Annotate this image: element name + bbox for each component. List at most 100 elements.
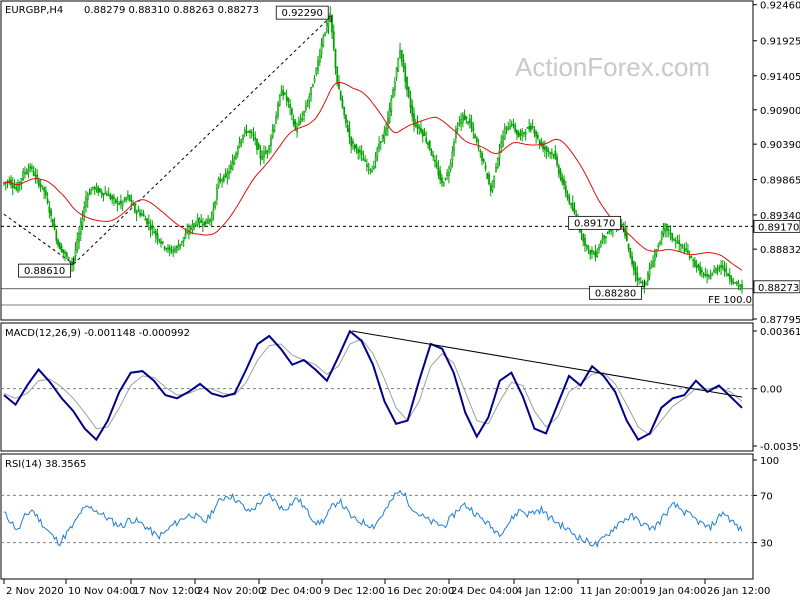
candle-body	[379, 141, 382, 143]
candle-body	[364, 160, 367, 162]
candle	[120, 194, 122, 210]
candle	[411, 99, 414, 122]
candle-body	[299, 119, 302, 122]
candle-body	[238, 141, 241, 148]
candle-body	[493, 175, 496, 182]
candle-body	[451, 151, 454, 161]
candle	[236, 145, 239, 158]
candle	[198, 217, 201, 229]
candle	[556, 153, 558, 168]
candle	[29, 162, 32, 173]
candle-body	[509, 126, 511, 130]
candle-body	[188, 230, 190, 235]
candle	[416, 115, 419, 135]
candle	[467, 121, 469, 126]
candle-body	[32, 171, 35, 176]
candle-body	[41, 185, 44, 188]
candle	[202, 217, 204, 233]
candle	[369, 168, 372, 175]
candle-body	[221, 179, 223, 182]
candle	[346, 119, 349, 133]
candle-body	[43, 187, 45, 192]
candle	[701, 266, 703, 278]
x-axis-label: 17 Nov 12:00	[133, 586, 200, 597]
candle-body	[563, 179, 565, 186]
candle	[418, 124, 421, 135]
candle	[632, 260, 635, 276]
candle-body	[289, 103, 291, 108]
candle-body	[179, 243, 182, 247]
candle-body	[435, 162, 438, 168]
candle	[557, 163, 560, 178]
candle	[109, 192, 112, 201]
candle-body	[460, 118, 462, 124]
candle-body	[540, 142, 543, 146]
candle	[350, 136, 353, 154]
candle	[6, 179, 9, 189]
candle	[81, 210, 84, 230]
candle-body	[571, 202, 574, 211]
candle-body	[503, 128, 506, 140]
candle-body	[257, 143, 260, 150]
candle	[362, 150, 365, 161]
candle	[313, 74, 316, 84]
candle-body	[146, 218, 148, 225]
candle-body	[400, 49, 403, 62]
candle	[357, 147, 360, 160]
candle-body	[107, 194, 110, 197]
candle	[695, 259, 698, 273]
candle	[102, 192, 105, 202]
candle-body	[550, 152, 553, 154]
candle-body	[277, 103, 279, 117]
candle-body	[453, 141, 455, 151]
candle-body	[303, 110, 305, 116]
candle-body	[60, 246, 63, 253]
candle-body	[376, 148, 379, 158]
candle-body	[92, 186, 94, 189]
candle	[697, 263, 700, 271]
candle	[531, 119, 534, 130]
candle	[554, 145, 557, 161]
candle	[92, 186, 94, 191]
price-axis-label: 0.87795	[760, 315, 800, 326]
candle-body	[294, 120, 297, 130]
candle	[601, 232, 604, 245]
price-axis-label: 0.91405	[760, 72, 800, 83]
candle-body	[707, 275, 710, 277]
candle-body	[434, 159, 436, 162]
x-axis-label: 24 Nov 20:00	[197, 586, 264, 597]
candle	[638, 277, 640, 285]
candle-body	[17, 182, 19, 192]
candle	[460, 112, 462, 131]
candle-body	[45, 190, 47, 196]
candle	[409, 90, 412, 114]
candle-body	[24, 172, 26, 174]
candle	[154, 228, 157, 243]
candle	[727, 272, 729, 277]
candle-body	[209, 218, 211, 222]
candle-body	[282, 89, 285, 96]
candle-body	[481, 152, 483, 161]
candle	[453, 138, 455, 157]
candle-body	[598, 247, 600, 251]
candle	[639, 277, 642, 284]
candle-body	[13, 186, 16, 189]
candle-body	[55, 230, 58, 241]
candle-body	[718, 266, 721, 270]
candle	[709, 269, 712, 280]
candle	[427, 141, 429, 149]
candle	[420, 121, 422, 134]
candle-body	[268, 145, 271, 150]
candle-body	[423, 132, 426, 136]
candle	[732, 277, 735, 285]
candle	[659, 240, 661, 247]
candle	[475, 136, 478, 145]
candle	[374, 151, 377, 169]
candle	[430, 148, 433, 156]
candle	[195, 220, 197, 227]
candle-body	[100, 191, 103, 195]
candle-body	[741, 284, 743, 288]
candle	[308, 93, 311, 110]
candle-body	[448, 171, 450, 177]
candle	[685, 241, 688, 253]
